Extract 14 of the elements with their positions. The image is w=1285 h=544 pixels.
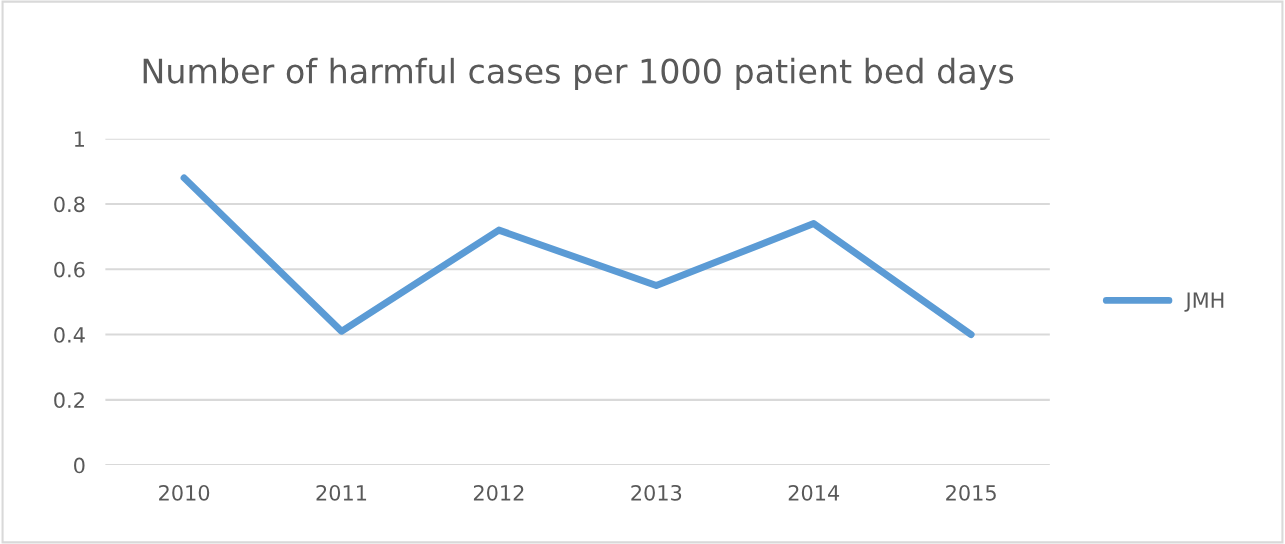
y-tick-label: 0.4 [54,327,85,343]
chart-title: Number of harmful cases per 1000 patient bed days [143,57,1014,91]
y-tick-label: 0.6 [54,261,85,278]
y-tick-label: 1 [74,131,84,147]
y-tick-label: 0.8 [54,196,85,213]
x-tick-label: 2015 [946,484,996,501]
legend-label: JMH [1184,292,1224,312]
x-tick-label: 2014 [788,484,840,501]
y-tick-label: 0 [74,457,85,474]
x-tick-label: 2011 [316,484,367,501]
x-tick-label: 2013 [631,484,682,501]
x-tick-label: 2010 [159,484,210,501]
x-tick-label: 2012 [473,484,524,501]
y-tick-label: 0.2 [54,392,84,409]
